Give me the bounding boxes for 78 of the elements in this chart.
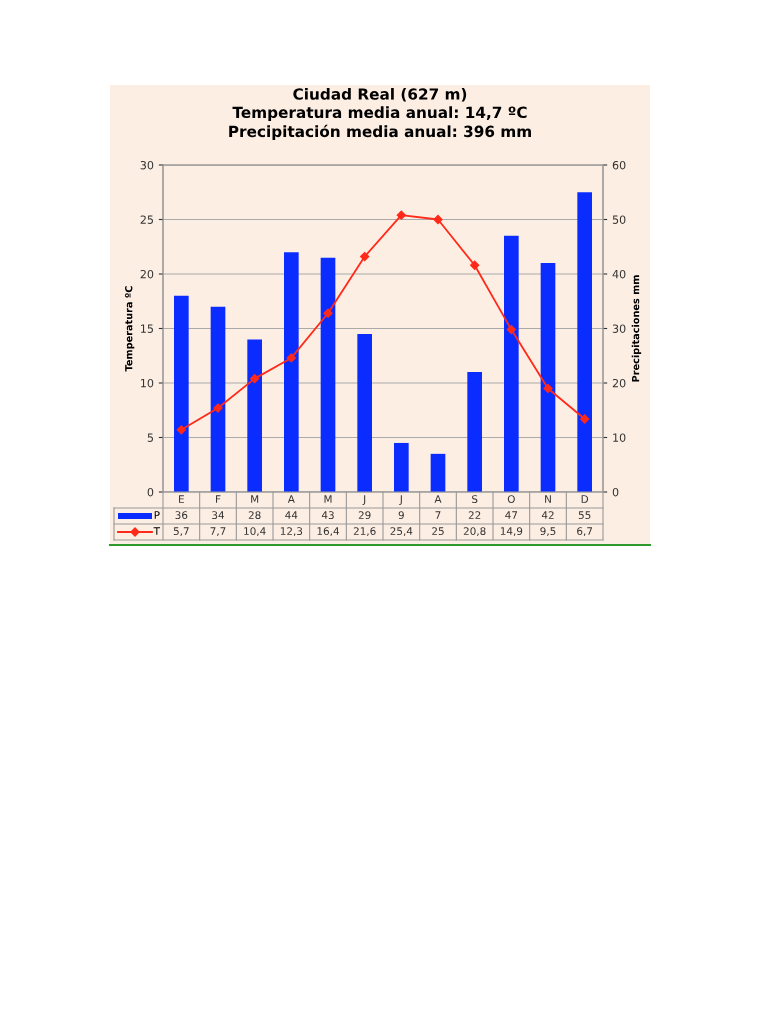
y2-tick-label: 10 bbox=[613, 433, 626, 442]
data-label: 7 bbox=[435, 511, 441, 519]
data-label: 9 bbox=[398, 511, 404, 520]
data-label: 25,4 bbox=[390, 527, 413, 537]
x-tick-label: M bbox=[324, 495, 332, 503]
bar bbox=[430, 453, 446, 492]
data-label: 44 bbox=[285, 511, 298, 519]
bar bbox=[320, 257, 336, 492]
y2-tick-label: 50 bbox=[612, 215, 626, 224]
data-label: 5,7 bbox=[173, 527, 189, 537]
data-label: 55 bbox=[578, 511, 591, 520]
data-label: 12,3 bbox=[280, 527, 303, 537]
data-label: 10,4 bbox=[244, 527, 266, 537]
data-label: 16,4 bbox=[317, 527, 340, 537]
data-label: 25 bbox=[432, 527, 444, 536]
point bbox=[360, 251, 370, 262]
bar bbox=[210, 306, 226, 492]
y-tick-label: 30 bbox=[140, 160, 154, 170]
point bbox=[433, 214, 443, 225]
point bbox=[176, 425, 186, 435]
bar bbox=[174, 295, 189, 492]
x-tick-label: A bbox=[434, 495, 442, 503]
data-label: 29 bbox=[358, 511, 371, 520]
data-label: 20,8 bbox=[463, 527, 486, 537]
bar bbox=[467, 372, 482, 492]
data-label: 28 bbox=[248, 511, 261, 520]
point bbox=[580, 414, 590, 424]
y-tick-label: 25 bbox=[140, 215, 153, 224]
legend-label: T bbox=[153, 527, 161, 535]
x-tick-label: J bbox=[362, 495, 366, 505]
data-label: 6,7 bbox=[577, 527, 593, 537]
bar bbox=[284, 252, 299, 492]
y-tick-label: 10 bbox=[141, 378, 154, 388]
data-label: 22 bbox=[468, 511, 481, 519]
bar bbox=[504, 235, 519, 492]
y-tick-label: 0 bbox=[147, 487, 154, 497]
point bbox=[250, 374, 260, 384]
x-tick-label: F bbox=[216, 495, 221, 503]
x-tick-label: E bbox=[179, 495, 184, 503]
x-tick-label: A bbox=[287, 495, 295, 503]
x-tick-label: N bbox=[545, 495, 551, 503]
point bbox=[543, 383, 553, 394]
point bbox=[286, 353, 296, 363]
point bbox=[323, 308, 333, 318]
y2-tick-label: 40 bbox=[612, 269, 626, 279]
y2-tick-label: 20 bbox=[612, 378, 626, 388]
x-tick-label: D bbox=[581, 495, 589, 503]
y2-tick-label: 30 bbox=[612, 324, 626, 333]
x-tick-label: O bbox=[507, 495, 515, 504]
y2-tick-label: 60 bbox=[612, 160, 626, 170]
data-label: 14,9 bbox=[500, 527, 523, 537]
data-label: 34 bbox=[212, 511, 225, 520]
y2-axis-title: Precipitaciones mm bbox=[631, 275, 642, 382]
y-tick-label: 15 bbox=[141, 324, 153, 333]
data-label: 9,5 bbox=[540, 527, 556, 537]
x-tick-label: S bbox=[472, 495, 478, 504]
data-label: 42 bbox=[541, 511, 554, 519]
y-tick-label: 5 bbox=[147, 433, 153, 442]
bar bbox=[540, 263, 556, 492]
x-tick-label: M bbox=[251, 495, 259, 503]
y-tick-label: 20 bbox=[140, 269, 154, 279]
bar bbox=[247, 339, 262, 492]
x-tick-label: J bbox=[399, 495, 402, 505]
legend-label: P bbox=[154, 511, 160, 519]
point bbox=[506, 324, 516, 335]
y2-tick-label: 0 bbox=[612, 487, 619, 497]
chart-title: Ciudad Real (627 m) Temperatura media anual: 14,7 ºC Precipitación media anual: 396 mm bbox=[229, 88, 531, 141]
bar bbox=[394, 442, 409, 492]
data-label: 43 bbox=[321, 511, 334, 520]
point bbox=[470, 260, 480, 270]
bar bbox=[577, 192, 592, 492]
data-label: 21,6 bbox=[353, 527, 376, 537]
data-label: 47 bbox=[505, 511, 518, 519]
data-label: 36 bbox=[175, 511, 188, 520]
point bbox=[396, 210, 406, 220]
bar bbox=[357, 333, 372, 492]
y-axis-title: Temperatura ºC bbox=[125, 286, 135, 372]
data-label: 7,7 bbox=[210, 527, 226, 537]
